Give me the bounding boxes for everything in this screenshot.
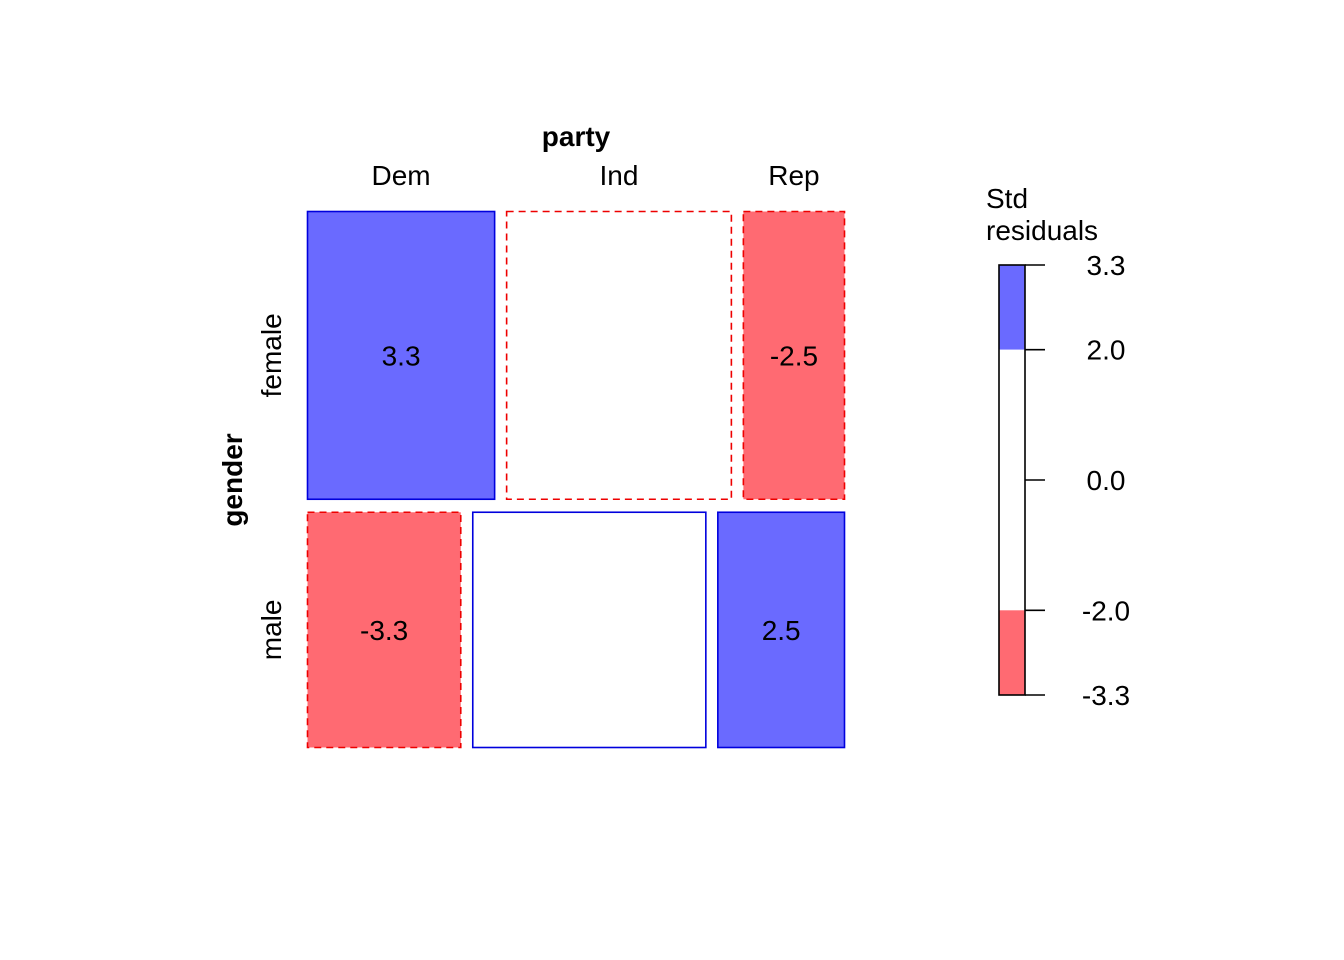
legend-positive-band (999, 265, 1025, 350)
legend-tick-label: 2.0 (1087, 335, 1126, 366)
col-variable-label: party (542, 121, 611, 152)
legend-title-line-2: residuals (986, 215, 1098, 246)
column-labels: Dem Ind Rep (372, 160, 820, 191)
col-label-Rep: Rep (768, 160, 819, 191)
legend-tick-label: -2.0 (1082, 595, 1130, 626)
legend-neutral-band (999, 349, 1025, 611)
legend-tick-label: -3.3 (1082, 680, 1130, 711)
tile-female-Ind (505, 210, 733, 501)
tile-label-female-Rep: -2.5 (770, 340, 818, 371)
tile-label-male-Rep: 2.5 (762, 615, 801, 646)
tile-label-male-Dem: -3.3 (360, 615, 408, 646)
tile-label-female-Dem: 3.3 (382, 340, 421, 371)
legend-tick-label: 3.3 (1087, 250, 1126, 281)
tile-female-Dem (306, 210, 496, 501)
tile-female-Rep (742, 210, 846, 501)
col-label-Ind: Ind (600, 160, 639, 191)
row-labels: female male (256, 313, 287, 660)
tile-male-Dem (306, 511, 462, 749)
legend-negative-band (999, 610, 1025, 695)
row-variable-label: gender (217, 433, 248, 526)
legend-color-bar (998, 264, 1026, 696)
residual-legend: Std residuals 3.3 2.0 0.0 -2.0 -3.3 (986, 183, 1130, 711)
legend-tick-label: 0.0 (1087, 465, 1126, 496)
legend-title-line-1: Std (986, 183, 1028, 214)
col-label-Dem: Dem (372, 160, 431, 191)
legend-ticks: 3.3 2.0 0.0 -2.0 -3.3 (1025, 250, 1130, 711)
row-label-male: male (256, 600, 287, 661)
tile-male-Ind (471, 511, 707, 749)
mosaic-tiles: 3.3 -2.5 -3.3 2.5 (306, 210, 846, 749)
row-label-female: female (256, 313, 287, 397)
tile-male-Rep (717, 511, 846, 749)
